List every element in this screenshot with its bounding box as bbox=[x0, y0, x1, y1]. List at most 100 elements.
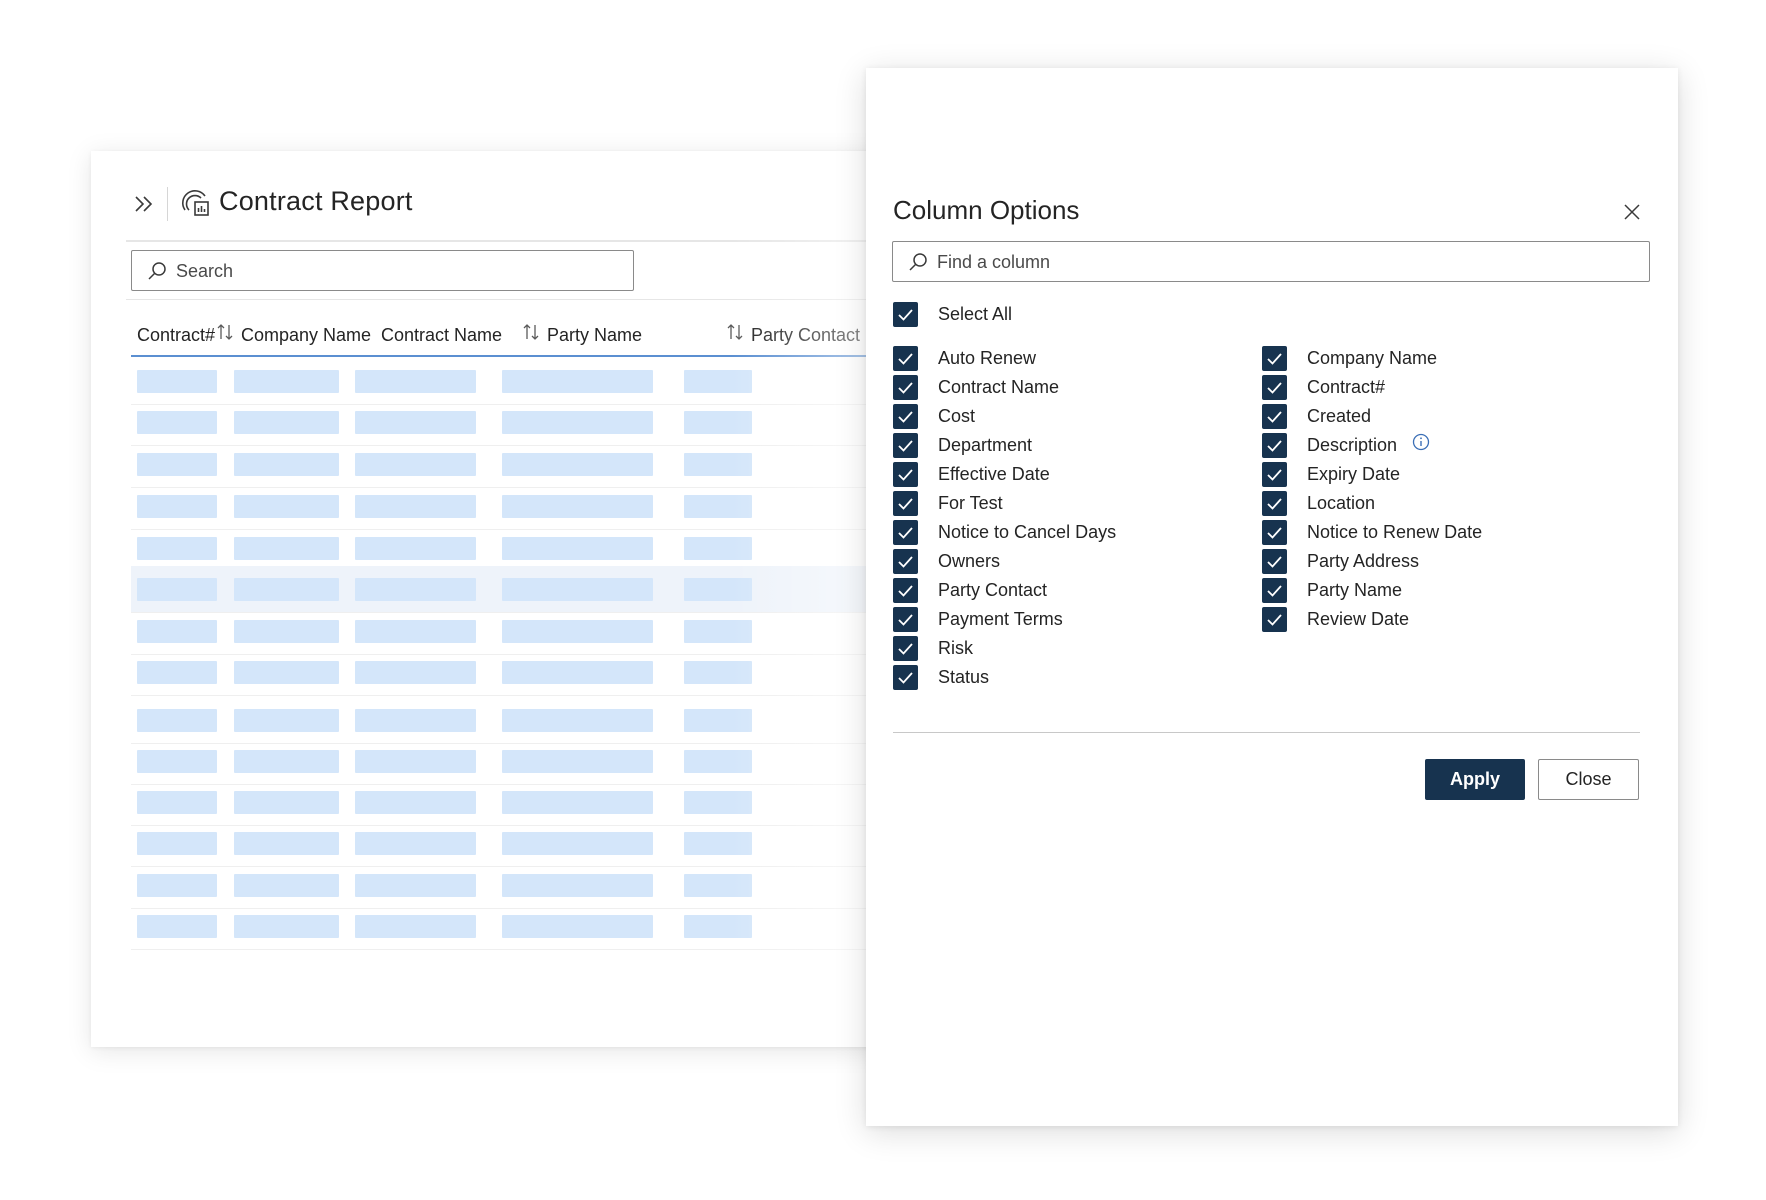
sort-arrows-icon[interactable] bbox=[523, 323, 539, 341]
loading-cell-placeholder bbox=[234, 453, 339, 476]
column-checkbox[interactable] bbox=[893, 375, 918, 400]
column-checkbox[interactable] bbox=[893, 520, 918, 545]
search-box[interactable] bbox=[131, 250, 634, 291]
column-checkbox[interactable] bbox=[1262, 520, 1287, 545]
column-option-label: Owners bbox=[938, 551, 1001, 571]
column-checkbox[interactable] bbox=[893, 491, 918, 516]
loading-cell-placeholder bbox=[137, 791, 217, 814]
column-checkbox[interactable] bbox=[893, 549, 918, 574]
column-header-party-name[interactable]: Party Name bbox=[547, 325, 643, 345]
loading-cell-placeholder bbox=[137, 453, 217, 476]
table-row[interactable] bbox=[131, 738, 891, 785]
loading-cell-placeholder bbox=[502, 791, 653, 814]
table-row[interactable] bbox=[131, 862, 891, 909]
loading-cell-placeholder bbox=[234, 578, 339, 601]
sort-arrows-icon[interactable] bbox=[727, 323, 743, 341]
find-column-input[interactable] bbox=[937, 248, 1637, 276]
table-row[interactable] bbox=[131, 820, 891, 867]
loading-cell-placeholder bbox=[502, 495, 653, 518]
search-input[interactable] bbox=[176, 257, 616, 285]
sort-arrows-icon[interactable] bbox=[217, 323, 233, 341]
column-checkbox[interactable] bbox=[893, 462, 918, 487]
loading-cell-placeholder bbox=[234, 874, 339, 897]
column-checkbox[interactable] bbox=[1262, 346, 1287, 371]
table-row[interactable] bbox=[131, 525, 891, 572]
table-row[interactable] bbox=[131, 903, 891, 950]
column-header-party-contact[interactable]: Party Contact bbox=[751, 325, 861, 345]
loading-cell-placeholder bbox=[355, 832, 476, 855]
table-row[interactable] bbox=[131, 566, 891, 613]
checkmark-icon bbox=[1267, 440, 1282, 452]
panel-divider bbox=[893, 732, 1640, 733]
column-checkbox[interactable] bbox=[893, 636, 918, 661]
loading-cell-placeholder bbox=[502, 832, 653, 855]
header-divider-line bbox=[126, 240, 891, 242]
column-checkbox[interactable] bbox=[1262, 549, 1287, 574]
close-button[interactable]: Close bbox=[1538, 759, 1639, 800]
loading-cell-placeholder bbox=[234, 537, 339, 560]
checkmark-icon bbox=[1267, 469, 1282, 481]
column-option-label: Auto Renew bbox=[938, 348, 1037, 368]
search-icon bbox=[148, 262, 166, 280]
loading-cell-placeholder bbox=[137, 537, 217, 560]
table-row[interactable] bbox=[131, 483, 891, 530]
column-header-company-name[interactable]: Company Name bbox=[241, 325, 372, 345]
loading-cell-placeholder bbox=[234, 832, 339, 855]
table-row[interactable] bbox=[131, 399, 891, 446]
column-checkbox[interactable] bbox=[893, 665, 918, 690]
loading-cell-placeholder bbox=[355, 453, 476, 476]
column-checkbox[interactable] bbox=[893, 404, 918, 429]
column-checkbox[interactable] bbox=[1262, 462, 1287, 487]
table-row[interactable] bbox=[131, 779, 891, 826]
loading-cell-placeholder bbox=[137, 832, 217, 855]
table-row[interactable] bbox=[131, 649, 891, 696]
column-option-label: Party Address bbox=[1307, 551, 1420, 571]
loading-cell-placeholder bbox=[355, 370, 476, 393]
table-row[interactable] bbox=[131, 608, 891, 655]
find-column-box[interactable] bbox=[892, 241, 1650, 282]
loading-cell-placeholder bbox=[684, 620, 752, 643]
column-option-label: Notice to Renew Date bbox=[1307, 522, 1483, 542]
loading-cell-placeholder bbox=[355, 578, 476, 601]
select-all-checkbox[interactable] bbox=[893, 302, 918, 327]
column-header-contract-number[interactable]: Contract# bbox=[137, 325, 216, 345]
column-checkbox[interactable] bbox=[1262, 433, 1287, 458]
column-option-label: Risk bbox=[938, 638, 973, 658]
column-checkbox[interactable] bbox=[893, 578, 918, 603]
checkmark-icon bbox=[898, 382, 913, 394]
checkmark-icon bbox=[898, 353, 913, 365]
apply-button[interactable]: Apply bbox=[1425, 759, 1525, 800]
column-checkbox[interactable] bbox=[1262, 404, 1287, 429]
info-icon[interactable] bbox=[1412, 433, 1430, 451]
panel-title: Column Options bbox=[893, 195, 1080, 225]
loading-cell-placeholder bbox=[137, 495, 217, 518]
table-row[interactable] bbox=[131, 697, 891, 744]
column-option-label: Payment Terms bbox=[938, 609, 1063, 629]
close-icon[interactable] bbox=[1622, 202, 1642, 222]
column-checkbox[interactable] bbox=[893, 607, 918, 632]
loading-cell-placeholder bbox=[684, 537, 752, 560]
table-row[interactable] bbox=[131, 441, 891, 488]
column-header-contract-name[interactable]: Contract Name bbox=[381, 325, 503, 345]
checkmark-icon bbox=[898, 527, 913, 539]
chevron-double-right-icon[interactable] bbox=[133, 193, 155, 215]
checkmark-icon bbox=[1267, 411, 1282, 423]
loading-cell-placeholder bbox=[684, 411, 752, 434]
column-option-label: Status bbox=[938, 667, 990, 687]
loading-cell-placeholder bbox=[137, 709, 217, 732]
column-checkbox[interactable] bbox=[1262, 607, 1287, 632]
column-checkbox[interactable] bbox=[893, 433, 918, 458]
loading-cell-placeholder bbox=[137, 915, 217, 938]
column-checkbox[interactable] bbox=[1262, 578, 1287, 603]
column-option-label: Contract Name bbox=[938, 377, 1060, 397]
loading-cell-placeholder bbox=[684, 791, 752, 814]
column-checkbox[interactable] bbox=[893, 346, 918, 371]
column-checkbox[interactable] bbox=[1262, 491, 1287, 516]
search-icon bbox=[909, 253, 927, 271]
checkmark-icon bbox=[1267, 498, 1282, 510]
column-checkbox[interactable] bbox=[1262, 375, 1287, 400]
loading-cell-placeholder bbox=[137, 578, 217, 601]
table-row[interactable] bbox=[131, 358, 891, 405]
loading-cell-placeholder bbox=[137, 370, 217, 393]
loading-cell-placeholder bbox=[234, 620, 339, 643]
